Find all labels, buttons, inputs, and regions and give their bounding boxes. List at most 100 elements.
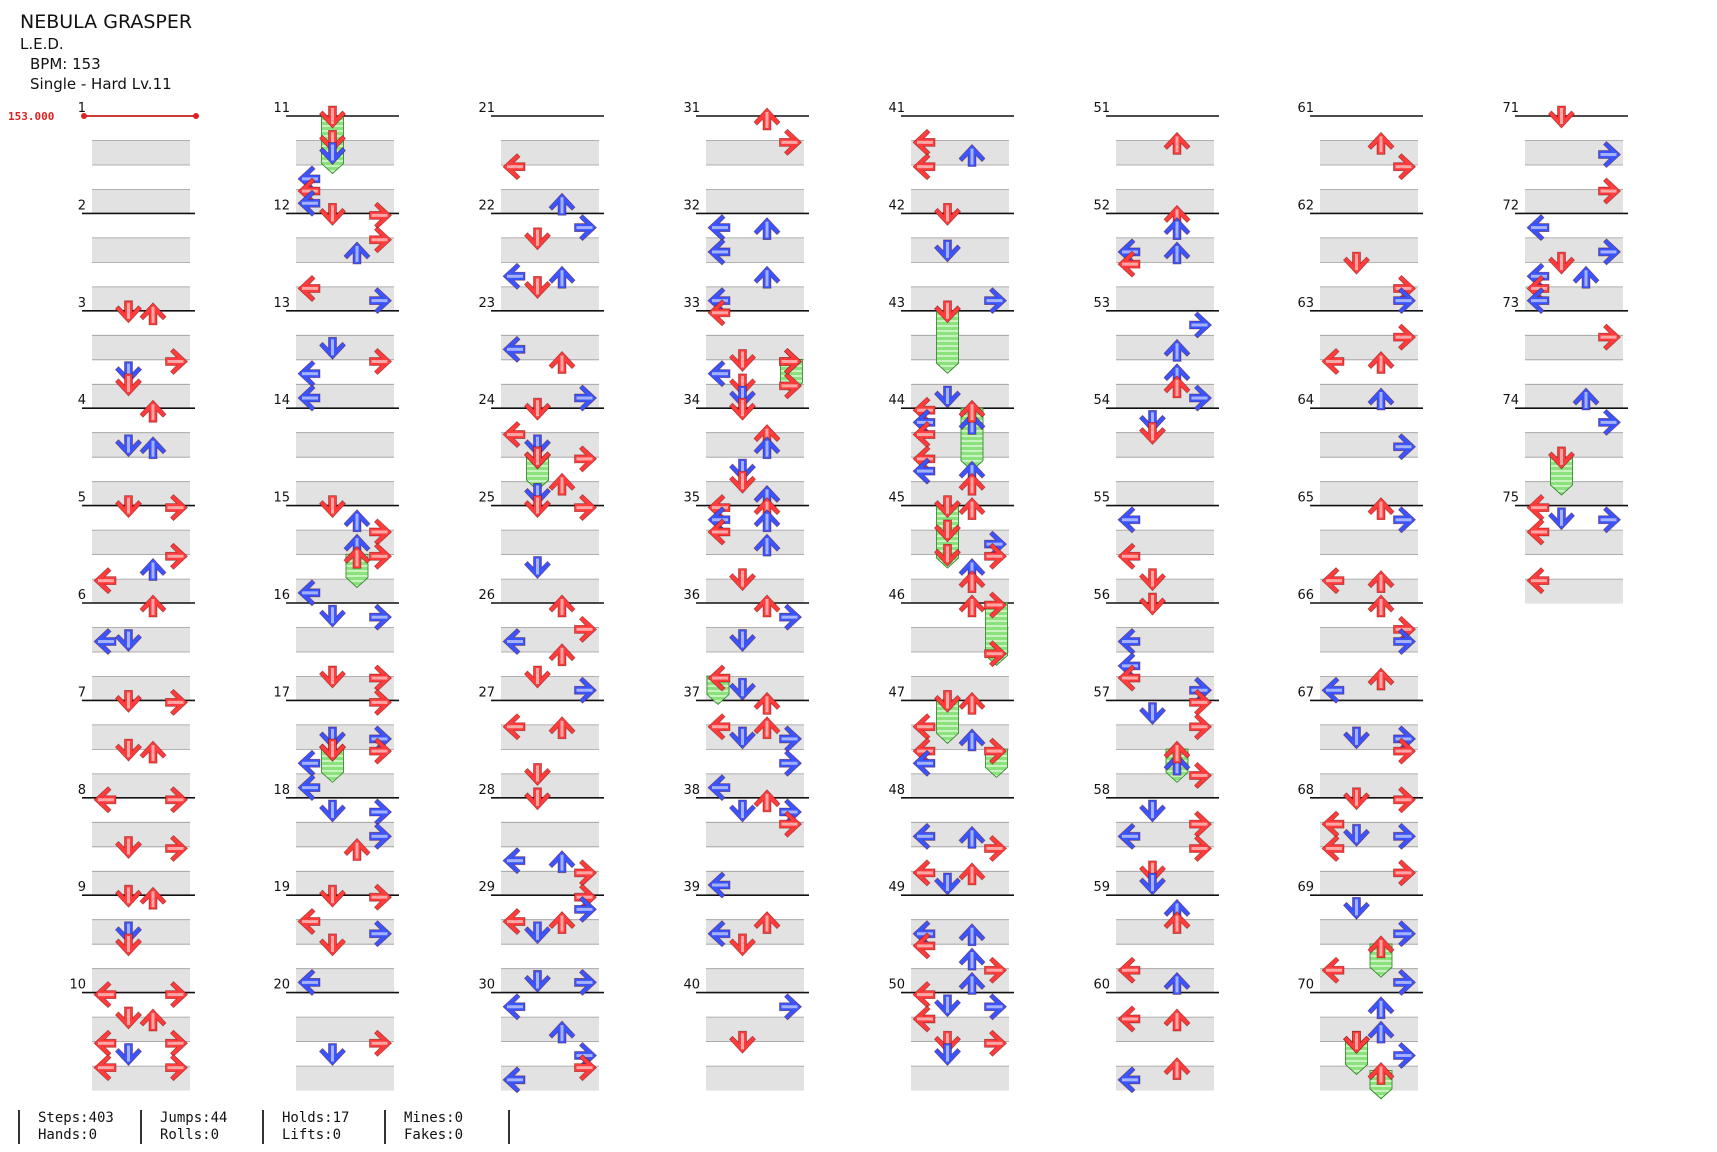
left-arrow-icon — [707, 664, 731, 692]
right-arrow-icon — [165, 347, 189, 376]
up-arrow-icon — [1163, 910, 1191, 934]
lane-shade — [911, 384, 1009, 409]
down-arrow-icon — [933, 385, 962, 409]
measure-label: 36 — [683, 588, 700, 603]
lane-shade — [911, 237, 1009, 263]
up-arrow-icon — [1367, 131, 1395, 155]
down-arrow-icon — [114, 884, 143, 908]
up-arrow-icon — [753, 533, 781, 557]
lane-shade — [501, 822, 599, 847]
measure-label: 17 — [273, 685, 290, 700]
left-arrow-icon — [912, 859, 936, 887]
lane-shade — [92, 189, 190, 214]
left-arrow-icon — [93, 1029, 117, 1057]
measure-label: 58 — [1093, 783, 1110, 798]
up-arrow-icon — [958, 472, 986, 496]
lane-shade — [1116, 579, 1214, 604]
measure-label: 49 — [888, 880, 905, 895]
lane-shade — [501, 481, 599, 507]
stat-lifts: Lifts:0 — [282, 1127, 342, 1143]
left-arrow-icon — [1117, 506, 1141, 534]
lane-shade — [501, 773, 599, 799]
measure-label-layer: 1234567891011121314151617181920212223242… — [8, 101, 1519, 993]
right-arrow-icon — [369, 287, 393, 315]
right-arrow-icon — [1393, 287, 1417, 315]
left-arrow-icon — [93, 981, 117, 1009]
down-arrow-icon — [318, 604, 347, 628]
lane-shade — [1320, 773, 1418, 799]
down-arrow-icon — [728, 726, 757, 750]
measure-label: 72 — [1502, 198, 1519, 213]
measure-block — [696, 991, 809, 1091]
left-arrow-icon — [912, 822, 936, 850]
hold-layer — [321, 115, 1573, 1100]
right-arrow-icon — [165, 981, 189, 1009]
lane-shade — [1320, 1066, 1418, 1091]
right-arrow-icon — [1189, 834, 1213, 863]
up-arrow-icon — [139, 436, 167, 460]
step-chart: 1234567891011121314151617181920212223242… — [8, 101, 1628, 1100]
right-arrow-icon — [779, 128, 803, 156]
up-arrow-icon — [1367, 387, 1395, 411]
left-arrow-icon — [707, 360, 731, 388]
stat-rolls: Rolls:0 — [160, 1127, 220, 1143]
right-arrow-icon — [1393, 153, 1417, 181]
measure-label: 47 — [888, 685, 905, 700]
lane-shade — [92, 286, 190, 312]
right-arrow-icon — [779, 372, 803, 400]
down-arrow-icon — [1342, 1030, 1371, 1054]
measure-block — [491, 407, 604, 507]
right-arrow-icon — [574, 883, 598, 911]
measure-label: 10 — [69, 978, 86, 993]
measure-block — [1106, 115, 1219, 214]
up-arrow-icon — [753, 436, 781, 460]
stat-mines: Mines:0 — [404, 1110, 464, 1126]
lane-shade — [296, 1066, 394, 1091]
right-arrow-icon — [369, 883, 393, 911]
measure-label: 73 — [1502, 296, 1519, 311]
lane-shade — [1116, 481, 1214, 507]
down-arrow-icon — [1342, 251, 1371, 275]
stat-jumps: Jumps:44 — [160, 1110, 228, 1126]
right-arrow-icon — [1393, 323, 1417, 351]
right-arrow-icon — [1393, 822, 1417, 850]
up-arrow-icon — [753, 594, 781, 618]
lane-shade — [296, 432, 394, 458]
measure-label: 15 — [273, 491, 290, 506]
measure-block — [286, 115, 399, 214]
down-arrow-icon — [523, 556, 552, 580]
left-arrow-icon — [297, 749, 321, 777]
lane-shade — [92, 871, 190, 896]
measure-label: 53 — [1093, 296, 1110, 311]
up-arrow-icon — [548, 265, 576, 289]
lane-shade — [1116, 919, 1214, 945]
lane-shade — [296, 871, 394, 896]
up-arrow-icon — [1163, 1057, 1191, 1081]
down-arrow-icon — [1342, 726, 1371, 750]
left-arrow-icon — [1526, 214, 1550, 242]
right-arrow-icon — [1393, 725, 1417, 753]
left-arrow-icon — [707, 920, 731, 948]
lane-shade — [706, 627, 804, 652]
left-arrow-icon — [502, 907, 526, 936]
lane-shade — [92, 335, 190, 360]
lane-shade — [1525, 432, 1623, 458]
measure-label: 60 — [1093, 978, 1110, 993]
down-arrow-icon — [933, 202, 962, 226]
down-arrow-icon — [1547, 251, 1576, 275]
left-arrow-icon — [502, 993, 526, 1021]
down-arrow-icon — [318, 202, 347, 226]
down-arrow-icon — [933, 519, 962, 543]
measure-block — [1310, 407, 1423, 507]
lane-shade — [706, 481, 804, 507]
up-arrow-icon — [139, 557, 167, 581]
down-arrow-icon — [933, 690, 962, 713]
up-arrow-icon — [548, 472, 576, 496]
measure-label: 7 — [78, 685, 86, 700]
stat-column: Jumps:44 Rolls:0 — [140, 1110, 260, 1150]
measure-block — [286, 991, 399, 1091]
up-arrow-icon — [1367, 497, 1395, 521]
down-arrow-icon — [1342, 823, 1371, 847]
measure-label: 66 — [1297, 588, 1314, 603]
down-arrow-icon — [1138, 568, 1167, 592]
